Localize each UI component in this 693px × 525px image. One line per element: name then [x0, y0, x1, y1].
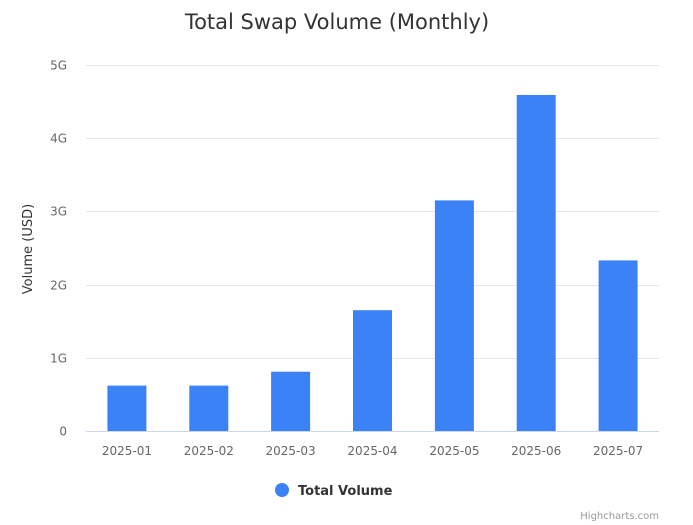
grid-lines	[86, 65, 659, 359]
bar-2025-07[interactable]	[598, 260, 638, 431]
bar-2025-02[interactable]	[189, 385, 229, 431]
x-tick-label: 2025-01	[102, 444, 152, 458]
credits-link[interactable]: Highcharts.com	[580, 511, 659, 522]
x-tick-label: 2025-04	[347, 444, 397, 458]
y-tick-label: 4G	[50, 132, 67, 146]
y-axis-title: Volume (USD)	[21, 204, 36, 294]
bar-2025-05[interactable]	[434, 200, 474, 431]
bar-2025-06[interactable]	[516, 95, 556, 431]
x-tick-label: 2025-06	[511, 444, 561, 458]
y-tick-label: 3G	[50, 205, 67, 219]
legend-marker[interactable]	[275, 483, 289, 497]
bar-2025-04[interactable]	[353, 310, 392, 431]
chart-title: Total Swap Volume (Monthly)	[184, 10, 489, 34]
bar-series	[107, 95, 638, 431]
legend[interactable]: Total Volume	[275, 483, 393, 499]
bar-2025-01[interactable]	[107, 385, 147, 431]
x-tick-label: 2025-02	[184, 444, 234, 458]
y-axis-ticks: 0 1G 2G 3G 4G 5G	[50, 59, 67, 439]
x-tick-label: 2025-07	[593, 444, 643, 458]
x-tick-label: 2025-05	[429, 444, 479, 458]
x-tick-label: 2025-03	[266, 444, 316, 458]
y-tick-label: 1G	[50, 352, 67, 366]
y-tick-label: 0	[59, 425, 67, 439]
legend-label[interactable]: Total Volume	[298, 484, 393, 499]
y-tick-label: 2G	[50, 279, 67, 293]
x-axis-ticks: 2025-01 2025-02 2025-03 2025-04 2025-05 2025-…	[102, 444, 643, 458]
bar-2025-03[interactable]	[271, 371, 311, 431]
y-tick-label: 5G	[50, 59, 67, 73]
